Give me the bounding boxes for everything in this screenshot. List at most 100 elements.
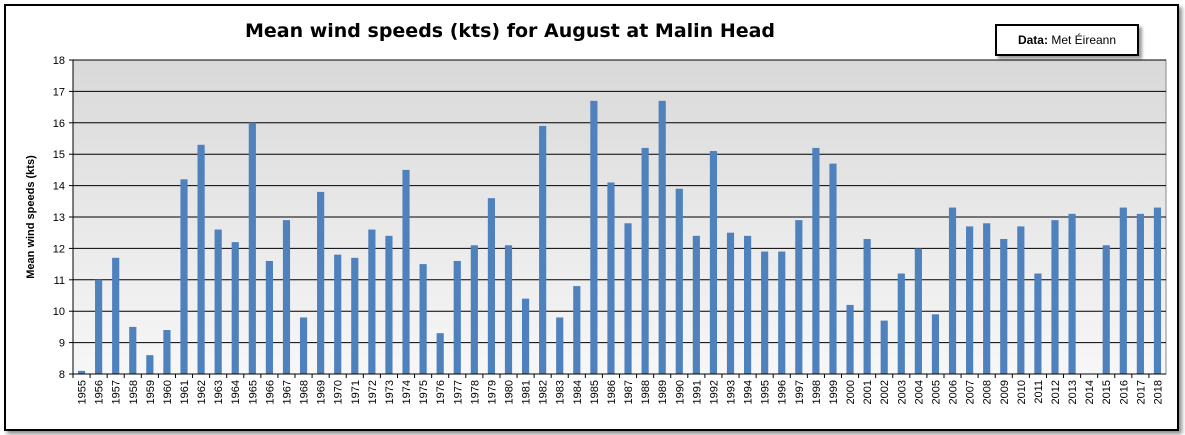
x-tick-label: 2014: [1084, 380, 1096, 404]
x-tick-label: 2001: [862, 380, 874, 404]
x-tick-label: 2006: [948, 380, 960, 404]
bar-1964: [231, 242, 239, 374]
x-tick-label: 1980: [503, 380, 515, 404]
x-tick-label: 1962: [196, 380, 208, 404]
x-tick-label: 2010: [1016, 380, 1028, 404]
bar-2012: [1051, 220, 1059, 374]
bar-1999: [829, 163, 837, 374]
y-tick-label: 12: [53, 243, 65, 255]
x-tick-label: 1967: [281, 380, 293, 404]
y-tick-label: 16: [53, 118, 65, 130]
bar-1993: [726, 232, 735, 374]
x-tick-label: 2018: [1152, 380, 1164, 404]
x-tick-label: 1973: [384, 380, 396, 404]
x-tick-label: 1995: [760, 380, 772, 404]
x-tick-label: 1958: [128, 380, 140, 404]
bar-1978: [470, 245, 478, 374]
bar-1996: [778, 251, 786, 374]
x-tick-label: 1982: [538, 380, 550, 404]
x-tick-label: 1971: [350, 380, 362, 404]
bar-1967: [282, 220, 291, 374]
x-tick-label: 2002: [879, 380, 891, 404]
data-source-box: Data: Met Éireann: [995, 24, 1139, 56]
bar-1998: [812, 147, 820, 374]
bar-1966: [265, 260, 273, 374]
x-tick-label: 2013: [1067, 380, 1079, 404]
bars: [77, 100, 1162, 374]
bar-2002: [880, 320, 888, 374]
x-tick-label: 1975: [418, 380, 430, 404]
x-tick-label: 1966: [264, 380, 276, 404]
x-tick-label: 1972: [367, 380, 379, 404]
bar-1989: [658, 100, 666, 374]
bar-2018: [1153, 207, 1162, 374]
x-tick-label: 1983: [555, 380, 567, 404]
x-tick-label: 2009: [999, 380, 1011, 404]
x-tick-label: 1988: [640, 380, 652, 404]
bar-1968: [299, 317, 308, 374]
bar-2009: [1000, 238, 1008, 374]
x-tick-label: 1960: [162, 380, 174, 404]
x-tick-label: 2008: [982, 380, 994, 404]
bar-2003: [897, 273, 905, 374]
bar-1986: [607, 182, 615, 374]
x-tick-label: 1985: [589, 380, 601, 404]
bar-1963: [214, 229, 222, 374]
x-tick-label: 1999: [828, 380, 840, 404]
y-tick-label: 10: [53, 306, 65, 318]
bar-1955: [77, 370, 86, 374]
bar-1976: [436, 333, 444, 374]
x-tick-label: 2012: [1050, 380, 1062, 404]
x-tick-label: 1989: [657, 380, 669, 404]
y-tick-label: 13: [53, 212, 65, 224]
bar-2000: [846, 304, 854, 374]
bar-1973: [385, 235, 393, 374]
x-tick-label: 2007: [965, 380, 977, 404]
bar-2017: [1136, 213, 1144, 374]
bar-2016: [1119, 207, 1127, 374]
x-tick-label: 1994: [743, 380, 755, 404]
bar-1994: [743, 235, 752, 374]
bar-1997: [795, 220, 803, 374]
bar-2005: [931, 314, 940, 374]
x-tick-label: 1992: [708, 380, 720, 404]
data-source-value: Met Éireann: [1051, 33, 1117, 47]
bar-1972: [368, 229, 376, 374]
x-tick-label: 1959: [145, 380, 157, 404]
y-axis-label: Mean wind speeds (kts): [25, 155, 37, 279]
x-tick-label: 1965: [247, 380, 259, 404]
bar-1990: [675, 188, 683, 374]
bar-1995: [761, 251, 769, 374]
bar-2011: [1034, 273, 1042, 374]
x-tick-label: 2017: [1135, 380, 1147, 404]
x-tick-label: 1986: [606, 380, 618, 404]
bar-1956: [95, 279, 103, 374]
x-tick-label: 1956: [94, 380, 106, 404]
bar-1979: [487, 198, 496, 374]
x-tick-label: 2015: [1101, 380, 1113, 404]
x-tick-label: 1957: [111, 380, 123, 404]
bar-1958: [129, 326, 137, 374]
x-tick-label: 1961: [179, 380, 191, 404]
bar-1988: [641, 147, 649, 374]
x-tick-label: 1963: [213, 380, 225, 404]
bar-1984: [573, 286, 581, 374]
x-tick-label: 1990: [674, 380, 686, 404]
x-tick-label: 1974: [401, 380, 413, 404]
chart-title: Mean wind speeds (kts) for August at Mal…: [244, 20, 776, 42]
x-tick-label: 1993: [726, 380, 738, 404]
bar-1969: [317, 191, 325, 374]
x-tick-label: 1979: [486, 380, 498, 404]
bar-2008: [983, 223, 991, 374]
bar-1992: [709, 151, 718, 374]
x-tick-labels: 1955 1956 1957 1958 1959 1960 1961 1962 1963 1964…: [72, 60, 1166, 404]
x-tick-label: 1970: [333, 380, 345, 404]
x-tick-label: 1978: [469, 380, 481, 404]
x-tick-label: 1998: [811, 380, 823, 404]
x-tick-label: 1981: [521, 380, 533, 404]
bar-2015: [1102, 245, 1110, 374]
y-tick-labels: 8 9 10 11 12 13 14 15 16 17 18: [53, 55, 65, 381]
x-tick-label: 1964: [230, 380, 242, 404]
bar-1987: [624, 223, 632, 374]
